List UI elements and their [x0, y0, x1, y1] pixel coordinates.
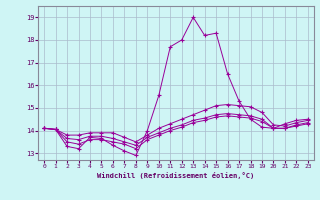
- X-axis label: Windchill (Refroidissement éolien,°C): Windchill (Refroidissement éolien,°C): [97, 172, 255, 179]
